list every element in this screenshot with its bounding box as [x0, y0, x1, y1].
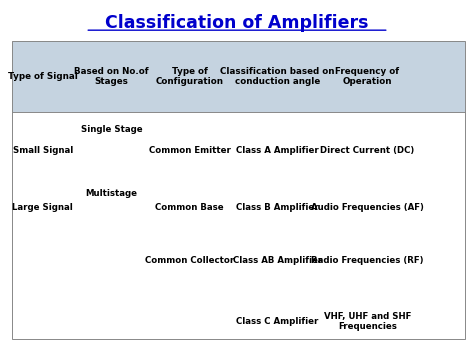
- Text: Based on No.of
Stages: Based on No.of Stages: [74, 67, 149, 86]
- Text: Class C Amplifier: Class C Amplifier: [236, 317, 319, 326]
- Text: Small Signal: Small Signal: [12, 146, 73, 155]
- Text: Common Emitter: Common Emitter: [149, 146, 230, 155]
- Text: Class AB Amplifier: Class AB Amplifier: [233, 256, 322, 266]
- Text: Common Base: Common Base: [155, 203, 224, 212]
- Text: Large Signal: Large Signal: [12, 203, 73, 212]
- FancyBboxPatch shape: [12, 41, 465, 112]
- Text: Classification based on
conduction angle: Classification based on conduction angle: [220, 67, 335, 86]
- Text: Type of Signal: Type of Signal: [8, 72, 78, 81]
- Text: Audio Frequencies (AF): Audio Frequencies (AF): [311, 203, 424, 212]
- Text: VHF, UHF and SHF
Frequencies: VHF, UHF and SHF Frequencies: [324, 312, 411, 331]
- Text: Radio Frequencies (RF): Radio Frequencies (RF): [311, 256, 424, 266]
- Text: Type of
Configuration: Type of Configuration: [155, 67, 224, 86]
- Text: Class A Amplifier: Class A Amplifier: [236, 146, 319, 155]
- Text: Frequency of
Operation: Frequency of Operation: [335, 67, 400, 86]
- Text: Multistage: Multistage: [85, 189, 137, 198]
- Text: Class B Amplifier: Class B Amplifier: [236, 203, 319, 212]
- Text: Direct Current (DC): Direct Current (DC): [320, 146, 414, 155]
- Text: Common Collector: Common Collector: [145, 256, 234, 266]
- Text: Single Stage: Single Stage: [81, 125, 142, 134]
- Text: Classification of Amplifiers: Classification of Amplifiers: [105, 14, 369, 32]
